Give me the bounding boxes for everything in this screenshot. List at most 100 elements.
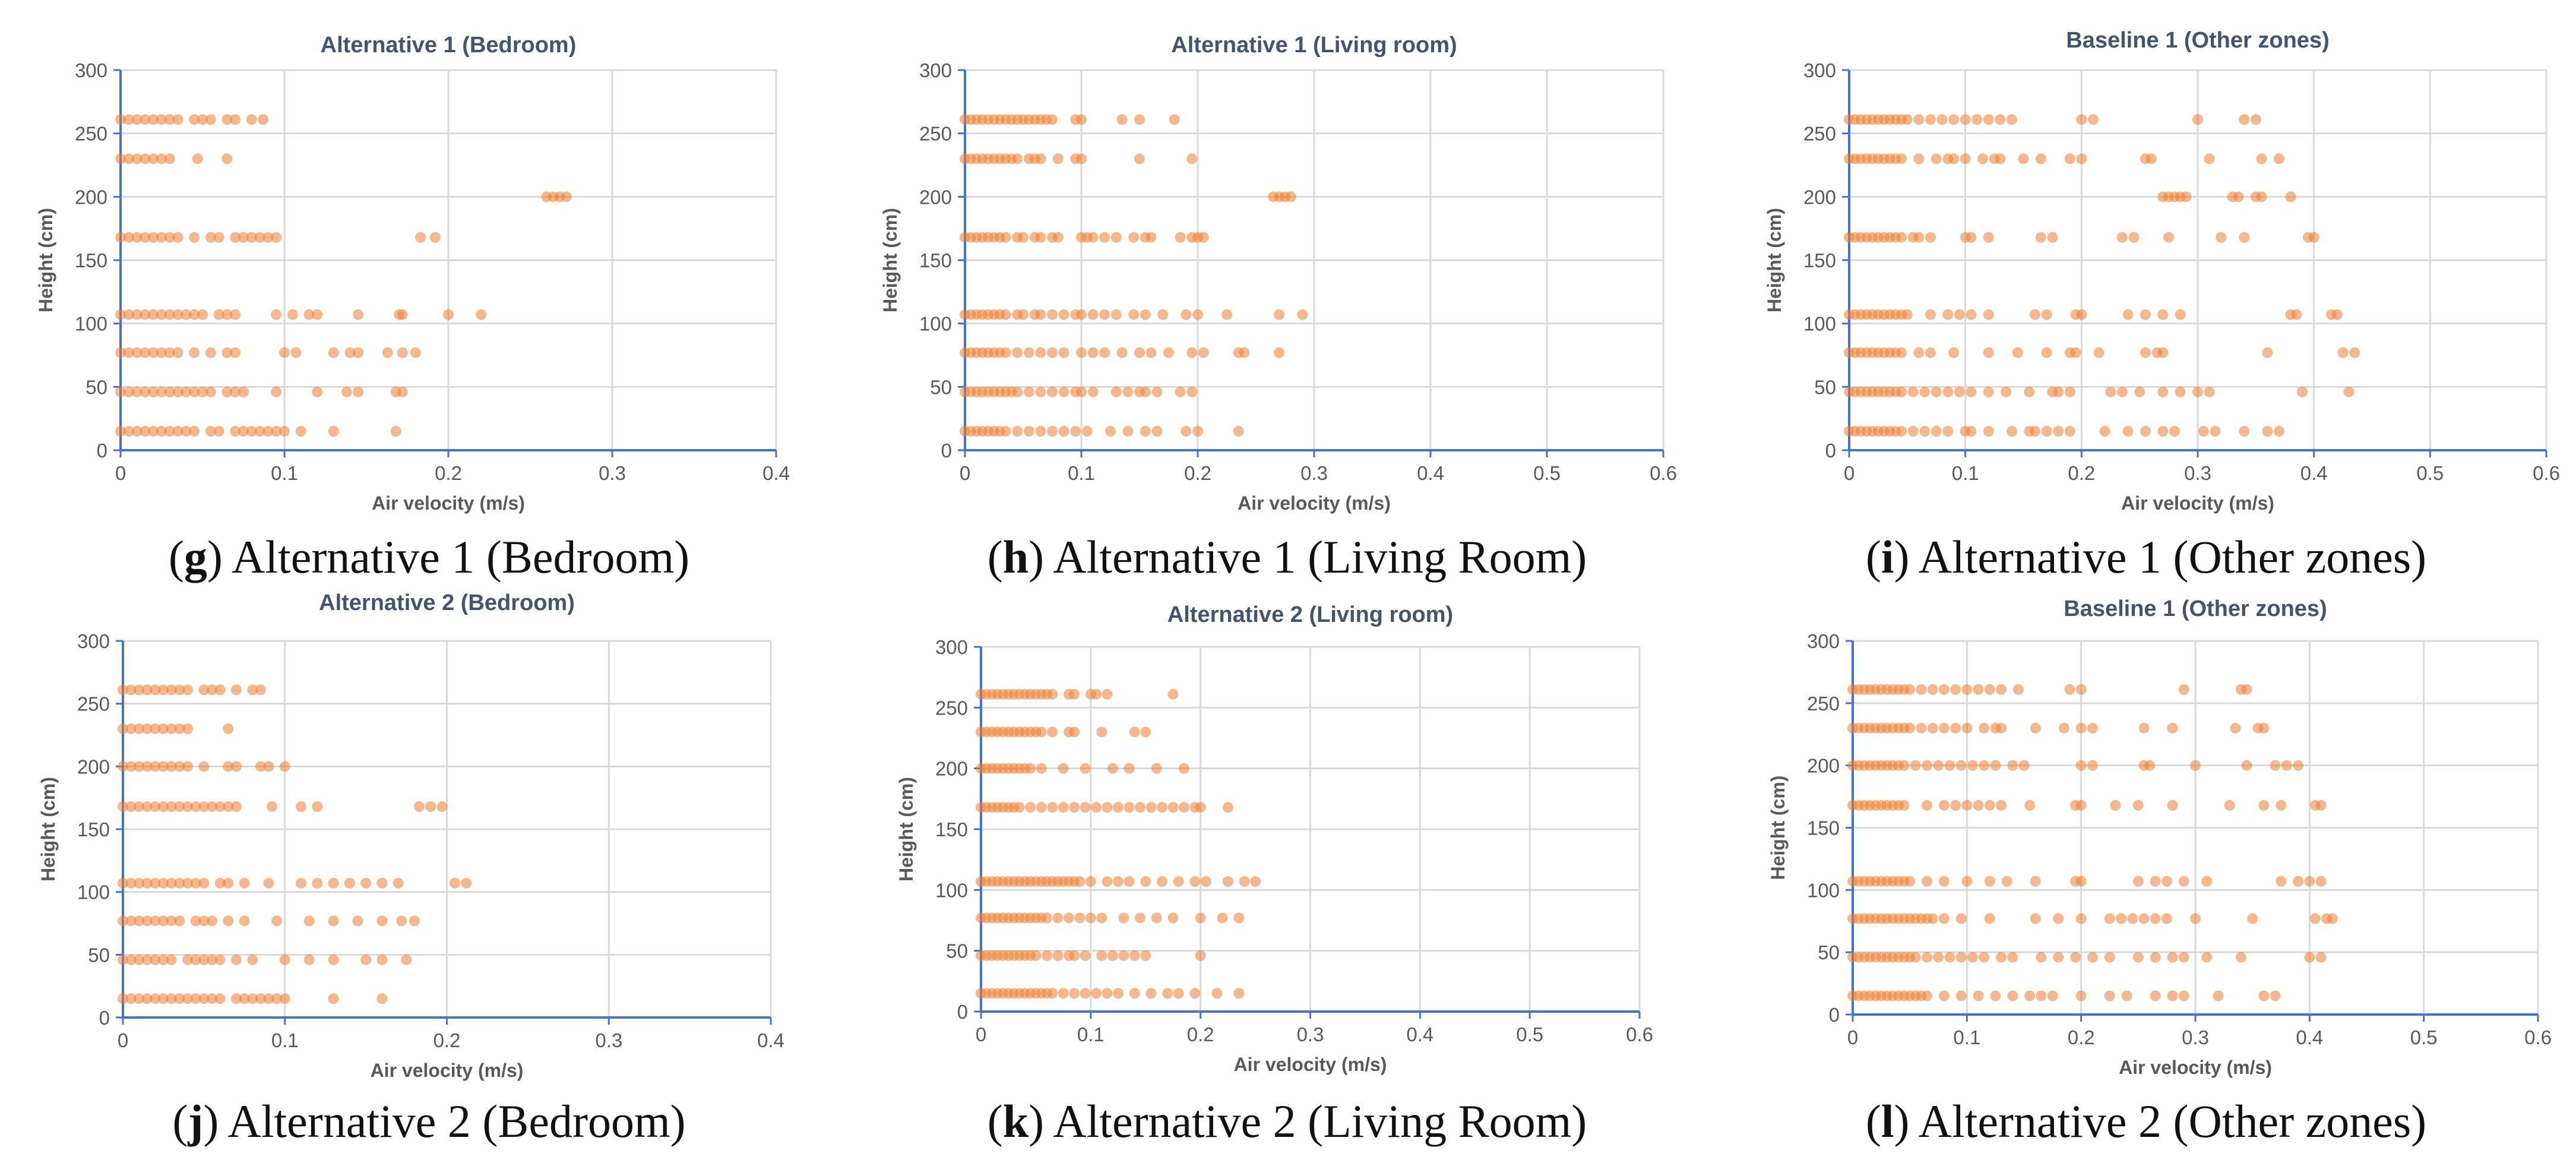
data-point (271, 993, 283, 1004)
data-point (2064, 426, 2075, 437)
data-point (2157, 309, 2169, 320)
data-point (1129, 950, 1140, 961)
data-point (198, 954, 210, 965)
data-point (2161, 876, 2172, 887)
data-point (2235, 952, 2246, 963)
data-point (1913, 347, 1925, 358)
data-point (1966, 386, 1977, 397)
data-point (1192, 426, 1203, 437)
data-point (1000, 347, 1011, 358)
data-point (125, 954, 137, 965)
data-point (1113, 988, 1124, 999)
data-point (2343, 386, 2355, 397)
data-point (2001, 876, 2012, 887)
data-point (1233, 426, 1244, 437)
data-point (429, 232, 441, 243)
y-tick-label: 50 (86, 376, 107, 398)
data-point (207, 954, 218, 965)
data-point (1948, 153, 1960, 165)
data-point (2293, 760, 2304, 771)
data-point (1080, 802, 1091, 813)
data-point (2115, 913, 2126, 924)
data-point (1076, 347, 1087, 358)
data-point (2140, 309, 2151, 320)
data-point (182, 723, 194, 734)
data-point (262, 232, 274, 243)
data-point (266, 801, 277, 812)
data-point (150, 954, 161, 965)
data-point (1113, 802, 1124, 813)
data-point (205, 114, 216, 125)
data-point (1922, 800, 1933, 811)
data-point (1052, 232, 1064, 243)
data-point (1910, 760, 1921, 771)
data-point (118, 761, 128, 772)
data-point (1151, 912, 1162, 924)
data-point (2075, 722, 2087, 734)
data-point (2087, 114, 2099, 125)
data-point (1080, 763, 1091, 774)
data-point (1000, 426, 1011, 437)
data-point (115, 114, 126, 125)
data-point (207, 801, 218, 812)
data-point (190, 954, 201, 965)
data-point (328, 877, 339, 889)
data-point (1233, 912, 1245, 924)
caption-letter: k (1002, 1095, 1029, 1147)
data-point (1047, 988, 1058, 999)
data-point (239, 993, 250, 1004)
data-point (1984, 913, 1995, 924)
data-point (197, 309, 208, 320)
data-point (2030, 876, 2041, 887)
data-point (2104, 990, 2115, 1001)
data-point (2157, 426, 2169, 437)
data-point (1012, 426, 1023, 437)
data-point (1922, 990, 1933, 1001)
data-point (166, 954, 177, 965)
data-point (303, 954, 315, 965)
y-tick-label: 250 (935, 697, 968, 719)
data-point (118, 993, 128, 1004)
data-point (156, 153, 167, 165)
data-point (2076, 153, 2087, 165)
data-point (1058, 988, 1069, 999)
data-point (174, 723, 185, 734)
panel-j: 0 50 100 150 200 250 300 0 0.1 0.2 0.3 0.4 Alternati… (0, 583, 858, 1166)
data-point (255, 993, 266, 1004)
data-point (1175, 386, 1186, 397)
data-point (1110, 309, 1122, 320)
x-tick-label: 0.1 (1077, 1023, 1105, 1045)
data-point (1955, 760, 1967, 771)
data-point (376, 915, 388, 927)
data-point (230, 114, 241, 125)
data-point (118, 877, 128, 889)
y-tick-label: 50 (930, 376, 952, 398)
data-point (115, 153, 126, 165)
data-point (258, 114, 269, 125)
data-point (1984, 876, 1995, 887)
x-tick-label: 0.5 (1533, 462, 1561, 484)
data-point (1274, 309, 1285, 320)
data-point (166, 877, 177, 889)
data-point (2053, 386, 2064, 397)
data-point (2198, 426, 2209, 437)
data-point (1996, 684, 2007, 695)
data-point (1931, 153, 1942, 165)
x-tick-label: 0.3 (2184, 462, 2211, 484)
caption-text: ) Alternative 2 (Living Room) (1028, 1095, 1587, 1147)
data-point (2110, 800, 2121, 811)
data-point (425, 801, 436, 812)
data-point (1955, 990, 1967, 1001)
data-point (1116, 114, 1128, 125)
data-point (2224, 800, 2235, 811)
data-point (1087, 309, 1099, 320)
data-point (2132, 800, 2144, 811)
data-point (1110, 386, 1122, 397)
data-point (140, 347, 151, 358)
caption-text: ) Alternative 1 (Living Room) (1028, 531, 1587, 583)
data-point (1239, 347, 1250, 358)
data-point (1118, 950, 1129, 961)
data-point (198, 684, 210, 696)
data-point (174, 684, 185, 696)
data-point (182, 801, 194, 812)
